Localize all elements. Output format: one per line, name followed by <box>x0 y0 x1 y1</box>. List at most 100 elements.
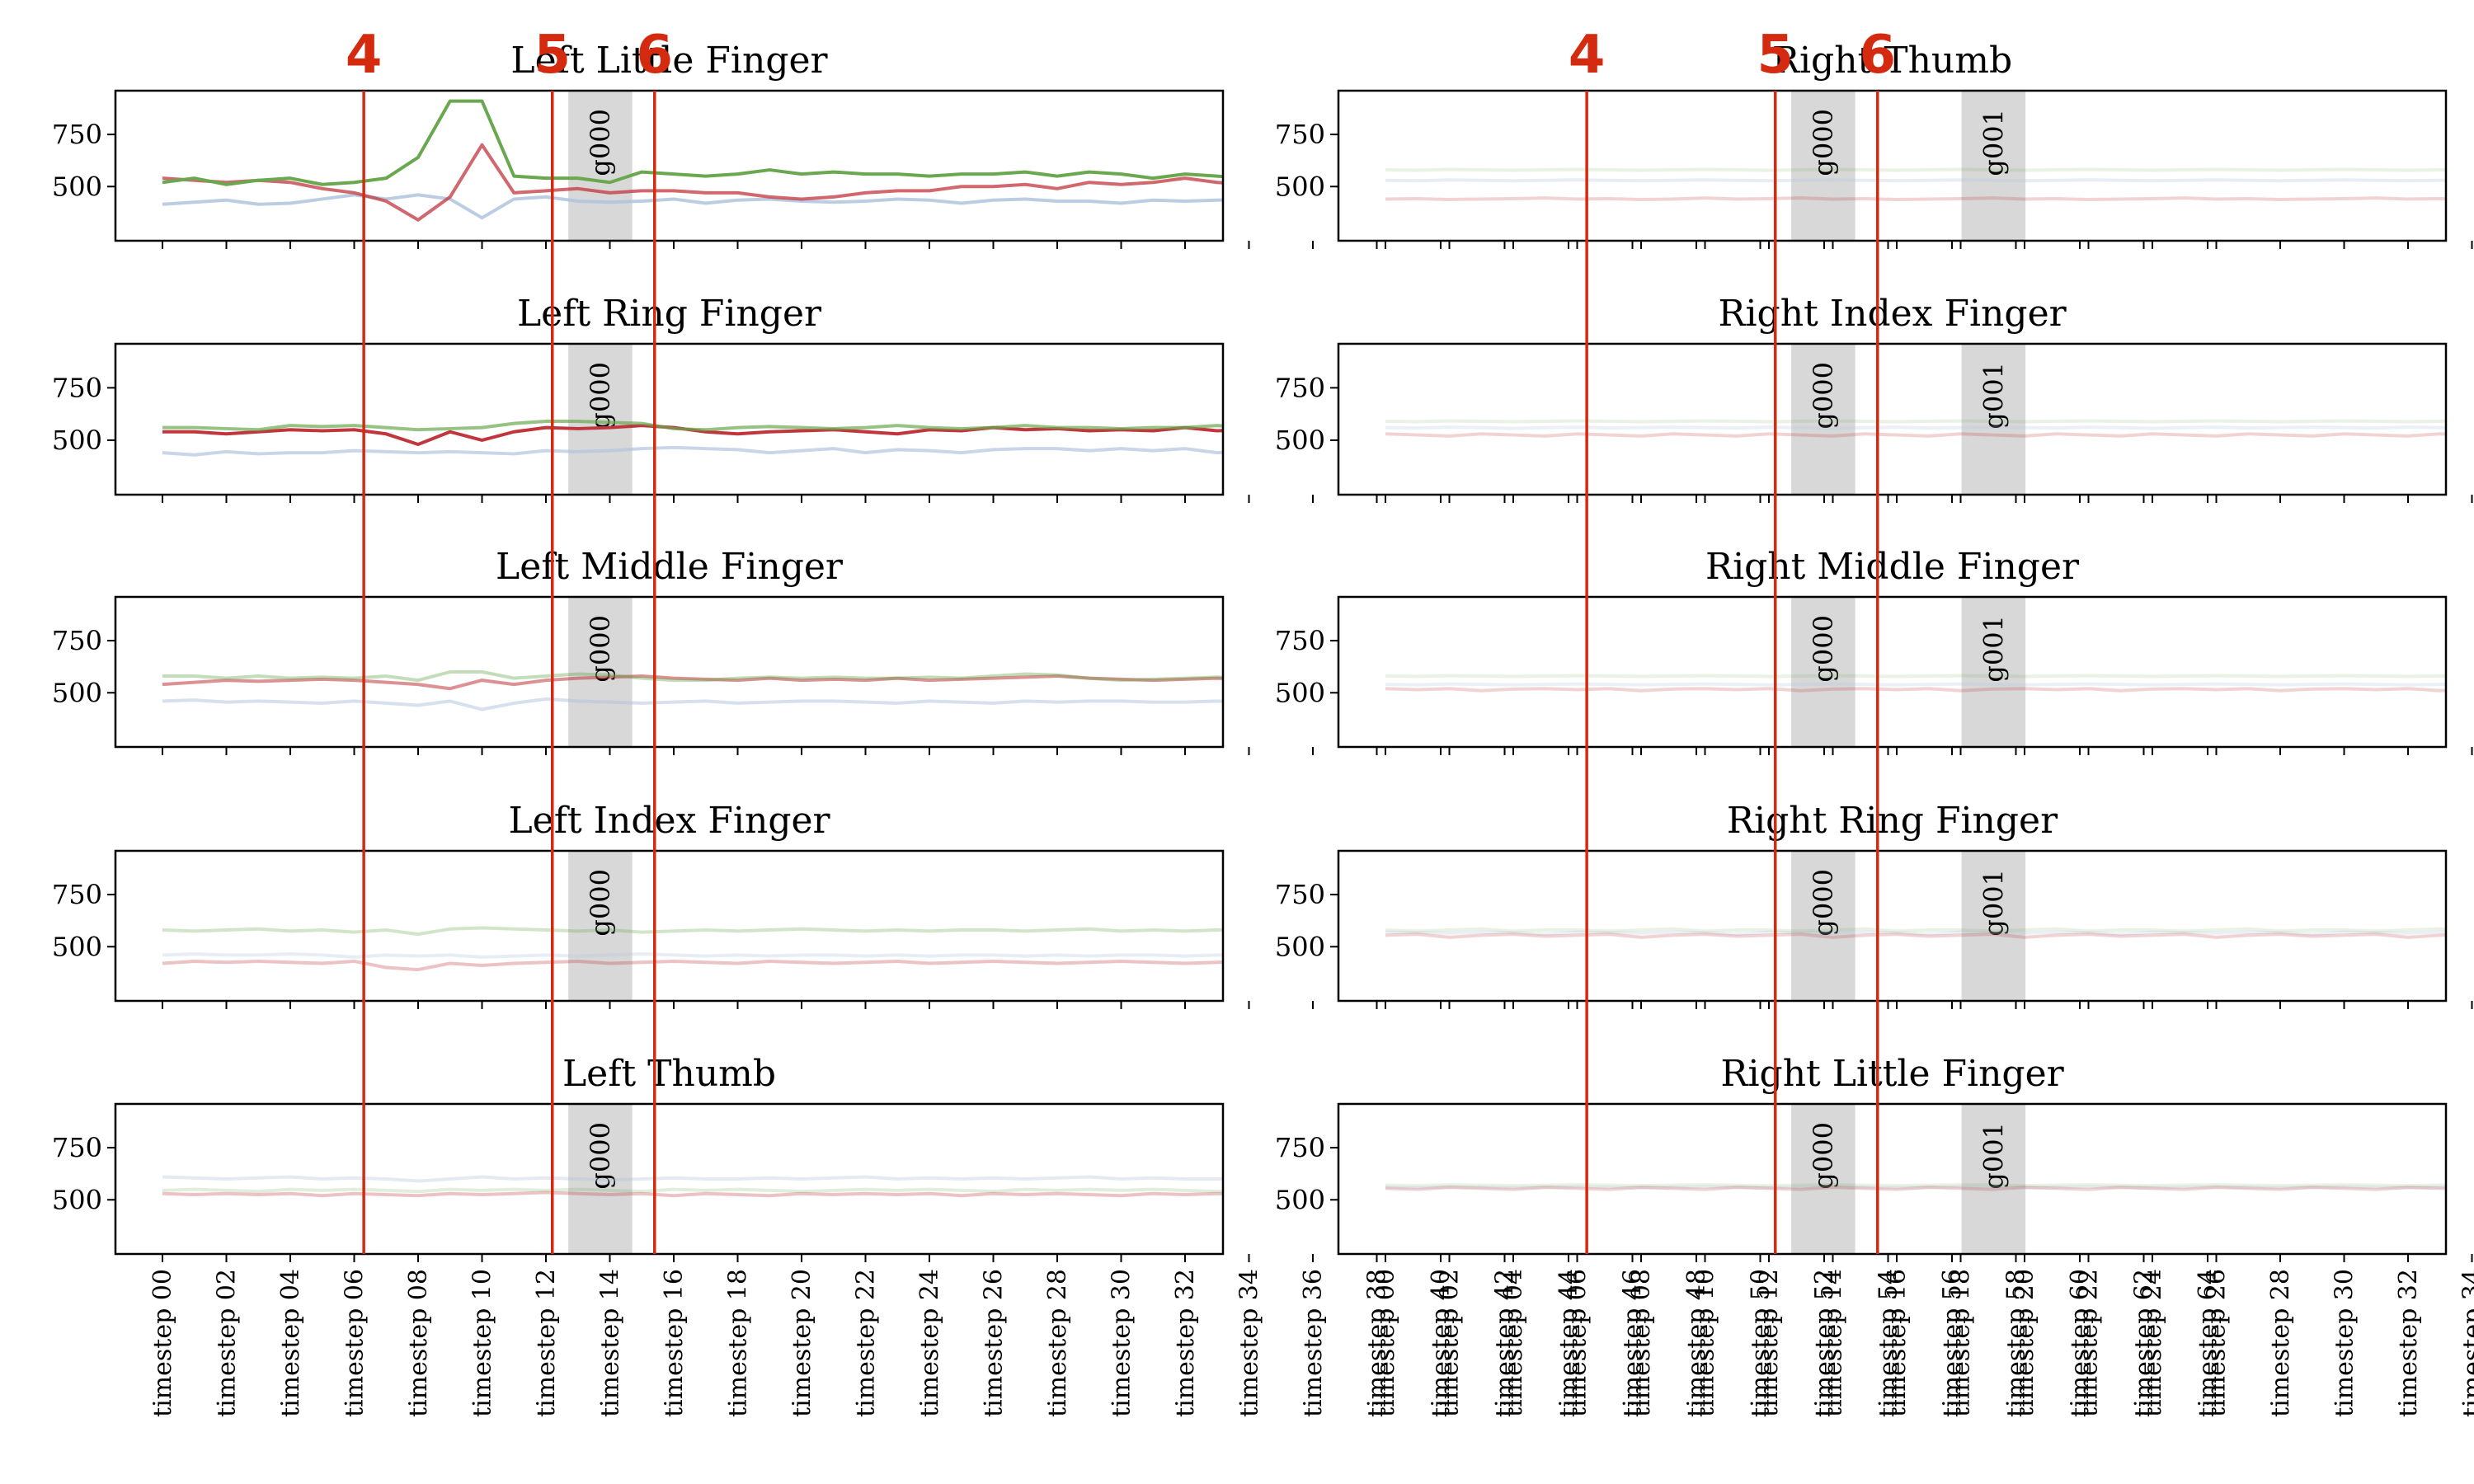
x-tick-label: timestep 04 <box>1499 1269 1528 1417</box>
y-tick-label: 750 <box>52 625 102 656</box>
x-tick-label: timestep 16 <box>1883 1269 1912 1417</box>
series-line-red <box>162 424 1223 446</box>
series-line-green <box>162 926 1223 937</box>
series-group <box>162 670 1223 711</box>
series-group <box>162 1175 1223 1198</box>
band-label: g000 <box>1808 109 1839 176</box>
x-tick-label: timestep 24 <box>915 1269 944 1417</box>
series-line-green <box>1385 167 2446 172</box>
series-line-red <box>162 143 1223 222</box>
panel-title: Left Ring Finger <box>517 293 822 335</box>
series-line-blue <box>1385 178 2446 183</box>
series-line-red <box>162 1190 1223 1198</box>
event-band <box>1961 1104 2026 1254</box>
series-group <box>1385 927 2446 939</box>
x-tick-label: timestep 22 <box>2075 1269 2104 1417</box>
x-tick-label: timestep 42 <box>1491 1269 1520 1417</box>
x-tick-label: timestep 58 <box>2002 1269 2031 1417</box>
x-tick-label: timestep 44 <box>1554 1269 1583 1417</box>
band-label: g000 <box>585 362 616 430</box>
event-band <box>1961 91 2026 241</box>
y-tick-label: 500 <box>52 425 102 456</box>
plot-frame <box>1337 1102 2448 1256</box>
plot-frame <box>1337 849 2448 1003</box>
y-tick-label: 500 <box>52 171 102 202</box>
chart-panel: Left Ring Finger g000 g001 500 750 <box>52 293 2208 503</box>
event-band <box>568 1104 633 1254</box>
y-tick-label: 500 <box>1275 1184 1325 1215</box>
marker-label: 4 <box>346 25 383 86</box>
x-tick-label: timestep 28 <box>1043 1269 1072 1417</box>
x-tick-label: timestep 20 <box>788 1269 816 1417</box>
series-line-blue <box>162 697 1223 711</box>
series-line-blue <box>162 952 1223 959</box>
y-tick-label: 750 <box>1275 625 1325 656</box>
series-line-green <box>1385 927 2446 933</box>
series-line-red <box>1385 687 2446 693</box>
y-tick-label: 750 <box>1275 119 1325 150</box>
x-tick-label: timestep 22 <box>852 1269 881 1417</box>
y-tick-label: 750 <box>1275 879 1325 910</box>
x-tick-label: timestep 38 <box>1363 1269 1392 1417</box>
panel-title: Left Index Finger <box>508 800 830 842</box>
x-tick-label: timestep 34 <box>2458 1269 2474 1417</box>
series-line-blue <box>162 445 1223 457</box>
x-tick-label: timestep 26 <box>980 1269 1009 1417</box>
series-group <box>162 420 1223 457</box>
x-tick-label: timestep 32 <box>2394 1269 2423 1417</box>
series-line-blue <box>1385 1185 2446 1190</box>
chart-panel: Right Little Finger g000 g001 500 750 timeste… <box>1275 1053 2474 1417</box>
band-label: g000 <box>585 1122 616 1190</box>
y-tick-label: 750 <box>52 1132 102 1163</box>
series-line-green <box>162 99 1223 186</box>
x-tick-label: timestep 36 <box>1299 1269 1328 1417</box>
series-line-red <box>1385 1186 2446 1191</box>
series-line-green <box>1385 1183 2446 1188</box>
panel-title: Left Middle Finger <box>496 546 844 588</box>
x-tick-label: timestep 60 <box>2066 1269 2095 1417</box>
band-label: g000 <box>1808 869 1839 937</box>
x-tick-label: timestep 12 <box>532 1269 561 1417</box>
x-tick-label: timestep 16 <box>660 1269 689 1417</box>
event-band <box>1791 597 1856 747</box>
series-group <box>162 926 1223 972</box>
x-tick-label: timestep 18 <box>1947 1269 1976 1417</box>
x-tick-label: timestep 04 <box>276 1269 305 1417</box>
series-line-red <box>1385 932 2446 939</box>
series-line-blue <box>162 193 1223 220</box>
x-tick-label: timestep 64 <box>2194 1269 2222 1417</box>
x-tick-label: timestep 08 <box>404 1269 433 1417</box>
series-group <box>162 99 1223 222</box>
chart-panel: Right Index Finger g000 g001 500 750 <box>1275 293 2473 503</box>
band-label: g001 <box>1978 362 2009 430</box>
marker-label: 5 <box>1757 25 1794 86</box>
band-label: g001 <box>1978 109 2009 176</box>
series-line-green <box>162 1187 1223 1194</box>
series-line-blue <box>1385 682 2446 687</box>
panel-title: Right Middle Finger <box>1705 546 2080 588</box>
panel-title: Left Thumb <box>562 1053 776 1095</box>
series-group <box>1385 1183 2446 1191</box>
x-tick-label: timestep 06 <box>1564 1269 1592 1417</box>
series-line-blue <box>162 1175 1223 1183</box>
x-tick-label: timestep 46 <box>1619 1269 1648 1417</box>
band-label: g001 <box>1978 615 2009 683</box>
plot-frame <box>114 89 1225 242</box>
chart-panel: Left Little Finger g000 g001 500 750 <box>52 40 2208 249</box>
series-line-green <box>162 420 1223 432</box>
series-line-green <box>1385 674 2446 679</box>
x-tick-label: timestep 48 <box>1682 1269 1711 1417</box>
panel-title: Right Thumb <box>1772 40 2012 82</box>
series-line-blue <box>1385 425 2446 430</box>
y-tick-label: 750 <box>52 879 102 910</box>
series-line-green <box>1385 419 2446 424</box>
event-band <box>1791 344 1856 495</box>
marker-label: 6 <box>1859 25 1896 86</box>
x-tick-label: timestep 08 <box>1627 1269 1656 1417</box>
x-tick-label: timestep 24 <box>2138 1269 2167 1417</box>
event-band <box>568 851 633 1001</box>
band-label: g000 <box>1808 615 1839 683</box>
x-tick-label: timestep 06 <box>341 1269 369 1417</box>
panel-title: Left Little Finger <box>510 40 828 82</box>
